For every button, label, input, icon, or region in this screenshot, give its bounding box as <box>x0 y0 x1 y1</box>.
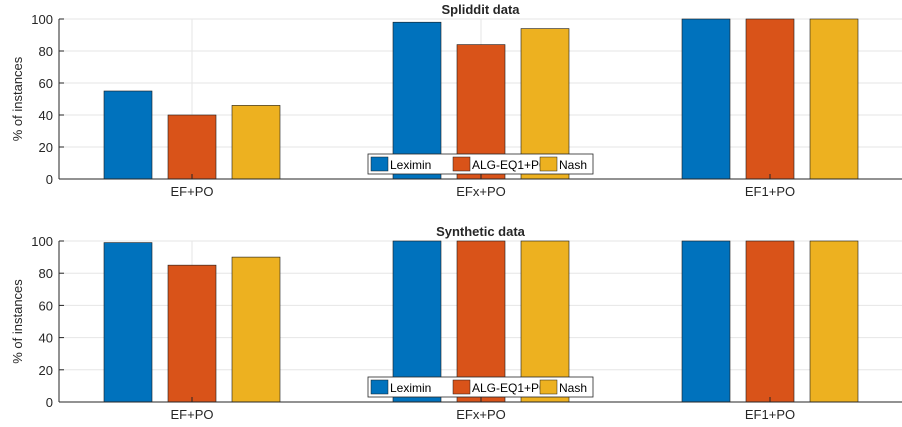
chart-title: Spliddit data <box>442 2 521 17</box>
y-tick-label: 20 <box>39 363 53 378</box>
bar <box>520 240 570 403</box>
bar <box>809 240 859 403</box>
y-tick-label: 100 <box>31 12 53 27</box>
y-axis-label: % of instances <box>10 56 25 141</box>
bar <box>392 21 442 180</box>
legend-label: Nash <box>559 158 587 172</box>
y-axis-label: % of instances <box>10 279 25 364</box>
bar <box>745 18 795 180</box>
y-tick-label: 60 <box>39 76 53 91</box>
x-tick-label: EF+PO <box>171 184 214 199</box>
legend-swatch <box>370 379 389 395</box>
legend-swatch <box>539 156 558 172</box>
x-tick-label: EFx+PO <box>456 407 506 422</box>
y-tick-label: 60 <box>39 298 53 313</box>
x-tick-label: EF1+PO <box>745 407 795 422</box>
legend-label: ALG-EQ1+PO <box>472 381 548 395</box>
y-tick-label: 40 <box>39 108 53 123</box>
legend-box <box>367 153 594 175</box>
bar <box>103 90 153 180</box>
bar <box>456 240 506 403</box>
legend-label: Leximin <box>390 158 431 172</box>
bar <box>745 240 795 403</box>
chart-panel-2: 0 20 40 60 80 100 EF+PO EFx+PO EF1+PO Synthetic d… <box>10 224 902 422</box>
x-tick-label: EF1+PO <box>745 184 795 199</box>
bar <box>167 114 217 180</box>
chart-panel-1: 0 20 40 60 80 100 EF+PO EFx+PO EF1+PO Spliddit da… <box>10 2 902 199</box>
bar <box>231 105 281 180</box>
y-tick-label: 0 <box>46 395 53 410</box>
y-tick-label: 0 <box>46 172 53 187</box>
x-tick-label: EF+PO <box>171 407 214 422</box>
y-tick-label: 40 <box>39 331 53 346</box>
legend-swatch <box>370 156 389 172</box>
y-tick-label: 80 <box>39 44 53 59</box>
bar <box>681 18 731 180</box>
bar <box>681 240 731 403</box>
x-tick-label: EFx+PO <box>456 184 506 199</box>
legend-swatch <box>452 379 471 395</box>
legend: Leximin ALG-EQ1+PO Nash <box>367 376 594 398</box>
y-tick-label: 80 <box>39 266 53 281</box>
y-tick-label: 100 <box>31 234 53 249</box>
legend-label: Nash <box>559 381 587 395</box>
legend: Leximin ALG-EQ1+PO Nash <box>367 153 594 175</box>
bar <box>231 256 281 403</box>
legend-swatch <box>539 379 558 395</box>
legend-label: Leximin <box>390 381 431 395</box>
y-tick-label: 20 <box>39 140 53 155</box>
bar <box>167 264 217 403</box>
chart-title: Synthetic data <box>436 224 526 239</box>
legend-label: ALG-EQ1+PO <box>472 158 548 172</box>
legend-box <box>367 376 594 398</box>
legend-swatch <box>452 156 471 172</box>
bar <box>103 242 153 403</box>
bar <box>392 240 442 403</box>
bar <box>809 18 859 180</box>
